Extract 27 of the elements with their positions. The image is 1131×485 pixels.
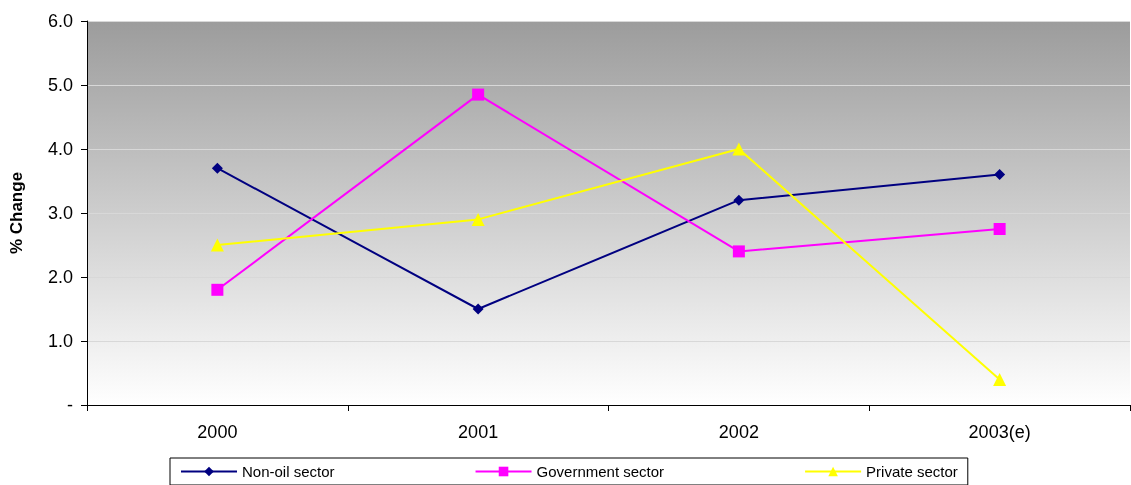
y-tick-label: 1.0 <box>47 331 73 351</box>
point <box>472 88 485 101</box>
point <box>471 212 485 226</box>
point <box>732 142 746 156</box>
point <box>211 283 224 296</box>
point <box>211 162 223 174</box>
x-tick-label: 2003(e) <box>968 422 1031 442</box>
y-tick-label: 6.0 <box>47 11 73 31</box>
point <box>732 245 745 258</box>
y-axis-title: % Change <box>7 171 26 255</box>
y-tick-label: - <box>67 395 73 415</box>
y-tick-label: 4.0 <box>47 139 73 159</box>
legend-label: Private sector <box>866 463 958 480</box>
x-tick-label: 2002 <box>718 422 759 442</box>
y-tick-label: 5.0 <box>47 75 73 95</box>
legend-label: Non-oil sector <box>242 463 335 480</box>
point <box>993 372 1007 386</box>
legend-label: Government sector <box>536 463 665 480</box>
point <box>472 303 484 315</box>
point <box>210 238 224 252</box>
point <box>993 223 1006 235</box>
y-tick-label: 3.0 <box>47 203 73 223</box>
point <box>994 169 1006 181</box>
point <box>733 194 745 206</box>
y-tick-label: 2.0 <box>47 267 73 287</box>
x-tick-label: 2000 <box>197 422 238 442</box>
x-tick-label: 2001 <box>458 422 499 442</box>
